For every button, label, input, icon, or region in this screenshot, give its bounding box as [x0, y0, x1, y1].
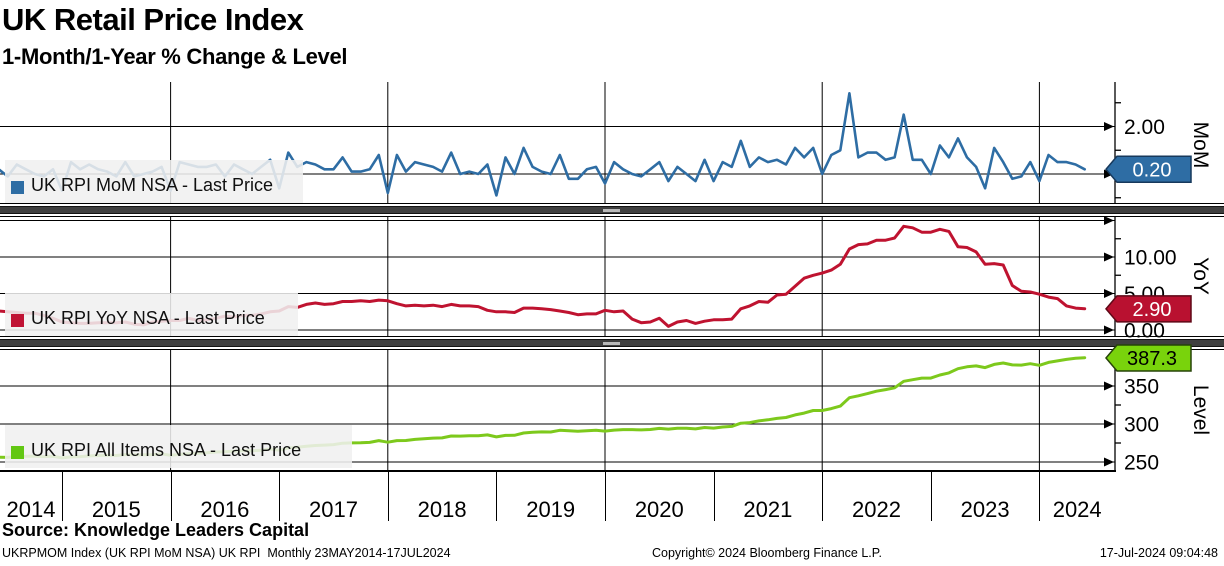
level-legend-label: UK RPI All Items NSA - Last Price: [31, 440, 302, 460]
year-tick: [62, 471, 63, 521]
year-tick: [713, 471, 715, 521]
legend-level[interactable]: UK RPI All Items NSA - Last Price: [5, 425, 352, 468]
tick-arrow: [1104, 122, 1114, 131]
year-label: 2018: [417, 497, 467, 522]
year-label: 2024: [1052, 497, 1102, 522]
year-label: 2021: [743, 497, 793, 522]
year-tick: [496, 471, 498, 521]
y-tick-label: 300: [1124, 414, 1159, 437]
year-tick: [1039, 471, 1041, 521]
mom-axis-title: MoM: [1189, 121, 1212, 169]
tick-arrow: [1104, 419, 1114, 429]
y-tick-label: 10.00: [1124, 247, 1177, 270]
panel-divider[interactable]: [0, 206, 1224, 214]
x-axis-spine: [0, 470, 1116, 472]
timestamp: 17-Jul-2024 09:04:48: [1099, 546, 1218, 560]
page-title: UK Retail Price Index: [2, 2, 304, 37]
y-tick-label: 250: [1124, 452, 1159, 475]
year-label: 2020: [634, 497, 684, 522]
tick-arrow: [1104, 457, 1114, 467]
tick-arrow: [1104, 381, 1114, 391]
year-tick: [387, 471, 389, 521]
tick-arrow: [1104, 216, 1114, 225]
yoy-legend-label: UK RPI YoY NSA - Last Price: [31, 308, 265, 328]
level-legend-swatch: [11, 446, 24, 459]
panel-divider-handle[interactable]: [603, 209, 620, 212]
year-label: 2023: [960, 497, 1010, 522]
year-tick: [930, 471, 932, 521]
yoy-axis-title: YoY: [1189, 257, 1212, 295]
yoy-legend-swatch: [11, 314, 24, 327]
year-label: 2022: [852, 497, 901, 522]
panel-divider[interactable]: [0, 339, 1224, 347]
year-tick: [170, 471, 172, 521]
legend-yoy[interactable]: UK RPI YoY NSA - Last Price: [5, 293, 298, 336]
source-line: Source: Knowledge Leaders Capital: [2, 520, 310, 540]
mom-legend-label: UK RPI MoM NSA - Last Price: [31, 175, 274, 195]
y-tick-label: 350: [1124, 376, 1159, 399]
ticker-description: UKRPMOM Index (UK RPI MoM NSA) UK RPI Mo…: [2, 546, 451, 560]
year-label: 2015: [91, 497, 141, 522]
tick-arrow: [1104, 169, 1114, 179]
year-label: 2016: [200, 497, 250, 522]
year-tick: [605, 471, 606, 521]
tick-arrow: [1104, 289, 1114, 298]
year-label: 2017: [309, 497, 358, 522]
legend-mom[interactable]: UK RPI MoM NSA - Last Price: [5, 160, 303, 203]
level-axis-title: Level: [1189, 384, 1212, 436]
year-tick: [822, 471, 824, 521]
year-label: 2019: [526, 497, 576, 522]
panel-divider-handle[interactable]: [603, 342, 620, 345]
y-tick-label: 5.00: [1124, 283, 1165, 306]
year-label: 2014: [6, 497, 56, 522]
page-subtitle: 1-Month/1-Year % Change & Level: [2, 44, 348, 69]
mom-legend-swatch: [11, 181, 24, 194]
tick-arrow: [1104, 325, 1114, 335]
y-tick-label: 2.00: [1124, 116, 1165, 139]
tick-arrow: [1104, 252, 1114, 262]
year-tick: [279, 471, 281, 521]
copyright-notice: Copyright© 2024 Bloomberg Finance L.P.: [652, 546, 882, 560]
